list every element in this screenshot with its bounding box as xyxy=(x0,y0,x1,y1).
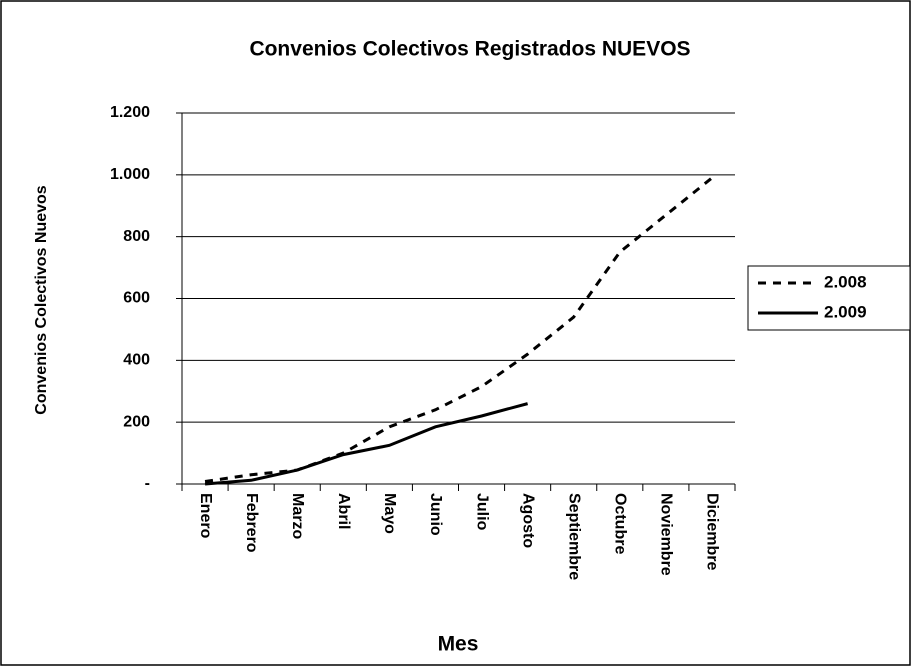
x-tick-label: Febrero xyxy=(243,493,260,553)
x-tick-label: Mayo xyxy=(381,493,398,534)
x-tick-label: Noviembre xyxy=(658,493,675,576)
y-tick-label: 1.000 xyxy=(110,166,150,183)
x-tick-label: Marzo xyxy=(289,493,306,539)
y-tick-label: 1.200 xyxy=(110,104,150,121)
x-tick-label: Diciembre xyxy=(704,493,721,570)
series-line xyxy=(204,402,529,486)
x-tick-label: Enero xyxy=(197,493,214,539)
x-tick-label: Octubre xyxy=(612,493,629,554)
x-tick-label: Junio xyxy=(427,493,444,536)
legend-box xyxy=(747,265,911,331)
y-axis-label: Convenios Colectivos Nuevos xyxy=(33,185,50,414)
x-tick-label: Septiembre xyxy=(565,493,582,580)
legend-label: 2.008 xyxy=(824,272,867,291)
series-line xyxy=(204,176,713,484)
x-tick-label: Abril xyxy=(335,493,352,529)
y-tick-label: - xyxy=(145,475,150,492)
y-tick-label: 800 xyxy=(123,228,150,245)
x-tick-label: Julio xyxy=(473,493,490,531)
y-tick-label: 200 xyxy=(123,413,150,430)
chart-title: Convenios Colectivos Registrados NUEVOS xyxy=(249,38,690,61)
legend-label: 2.009 xyxy=(824,302,867,321)
y-tick-label: 600 xyxy=(123,290,150,307)
y-tick-label: 400 xyxy=(123,352,150,369)
x-tick-label: Agosto xyxy=(519,493,536,548)
x-axis-label: Mes xyxy=(438,633,479,656)
